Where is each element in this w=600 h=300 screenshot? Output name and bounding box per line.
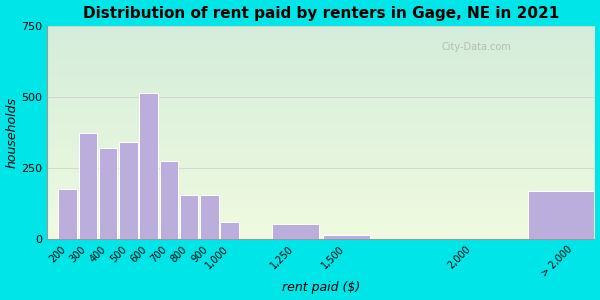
Bar xyxy=(58,189,77,239)
Bar xyxy=(220,222,239,239)
Bar xyxy=(323,235,370,239)
Bar xyxy=(79,133,97,239)
X-axis label: rent paid ($): rent paid ($) xyxy=(282,281,360,294)
Bar xyxy=(527,191,600,239)
Bar xyxy=(200,195,219,239)
Bar xyxy=(272,224,319,239)
Y-axis label: households: households xyxy=(5,97,19,168)
Text: City-Data.com: City-Data.com xyxy=(441,42,511,52)
Title: Distribution of rent paid by renters in Gage, NE in 2021: Distribution of rent paid by renters in … xyxy=(83,6,559,21)
Bar xyxy=(139,93,158,239)
Bar xyxy=(119,142,137,239)
Bar xyxy=(180,195,199,239)
Bar xyxy=(99,148,118,239)
Bar xyxy=(160,161,178,239)
